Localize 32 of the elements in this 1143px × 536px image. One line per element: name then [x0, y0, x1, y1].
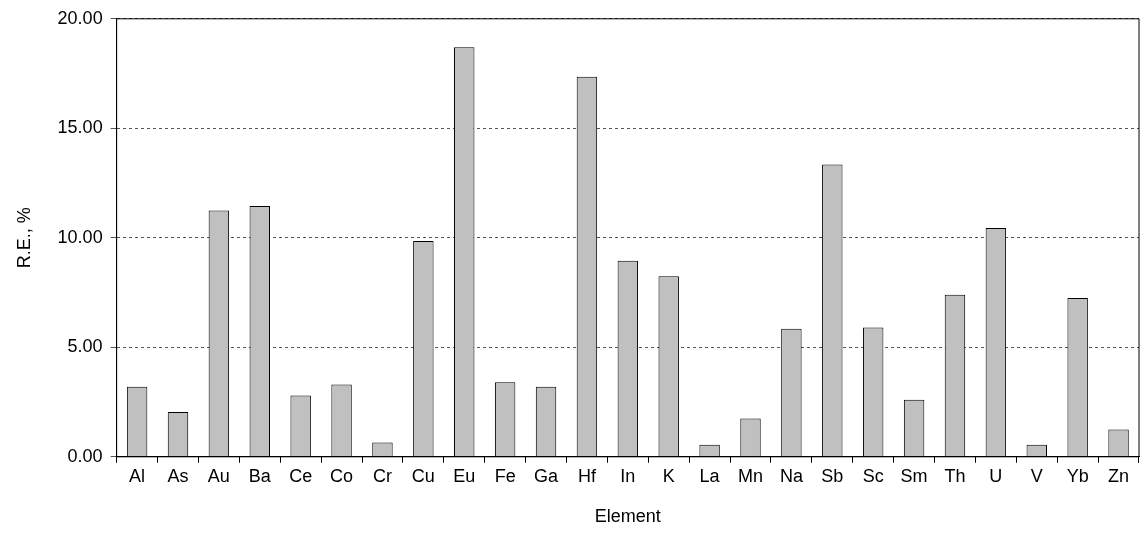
- x-tick-label: Mn: [738, 465, 764, 486]
- x-tick-label: Zn: [1108, 465, 1130, 486]
- x-tick-label: Cr: [372, 465, 392, 486]
- x-tick-label: Co: [330, 465, 354, 486]
- x-tick-label: Sb: [821, 465, 844, 486]
- x-tick-label: Yb: [1066, 465, 1089, 486]
- x-tick-label: In: [620, 465, 636, 486]
- y-tick-label: 5.00: [67, 336, 103, 357]
- x-tick-label: Na: [779, 465, 804, 486]
- x-tick-label: Ga: [534, 465, 560, 486]
- x-tick-label: U: [989, 465, 1003, 486]
- x-tick-label: Ce: [289, 465, 313, 486]
- x-tick-label: V: [1030, 465, 1043, 486]
- x-tick-label: Sc: [862, 465, 884, 486]
- x-tick-label: Th: [944, 465, 966, 486]
- x-tick-label: Fe: [494, 465, 516, 486]
- x-axis-title: Element: [594, 506, 661, 527]
- x-tick-label: Ba: [248, 465, 272, 486]
- x-tick-label: Au: [207, 465, 230, 486]
- y-tick-label: 10.00: [57, 226, 103, 247]
- x-tick-label: K: [662, 465, 675, 486]
- x-tick-label: La: [699, 465, 721, 486]
- y-tick-label: 20.00: [57, 7, 103, 28]
- y-tick-label: 15.00: [57, 117, 103, 138]
- x-tick-label: Sm: [900, 465, 928, 486]
- x-tick-label: As: [167, 465, 189, 486]
- x-tick-label: Al: [129, 465, 146, 486]
- y-tick-label: 0.00: [67, 445, 103, 466]
- y-axis-title: R.E., %: [13, 207, 34, 269]
- x-tick-label: Eu: [453, 465, 476, 486]
- x-tick-label: Cu: [411, 465, 435, 486]
- x-tick-label: Hf: [577, 465, 597, 486]
